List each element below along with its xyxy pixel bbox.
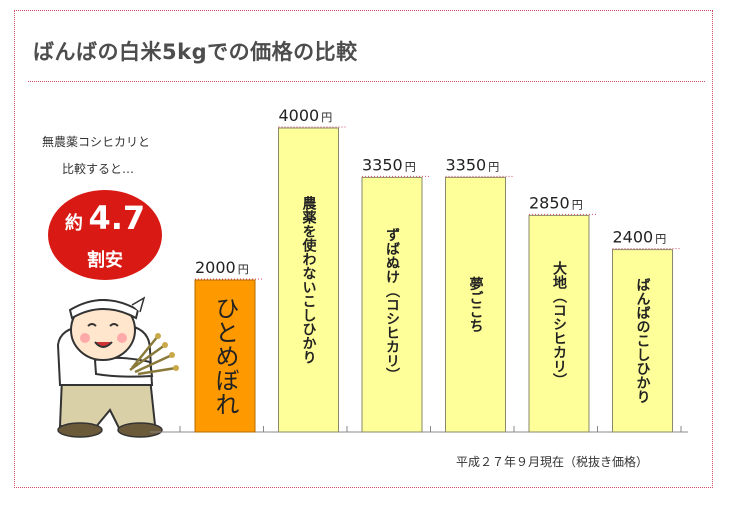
value-label: 4000 円 xyxy=(279,106,333,125)
bar-4 xyxy=(528,214,590,433)
value-label: 2000 円 xyxy=(195,258,249,277)
category-label: ずばぬけ（コシヒカリ） xyxy=(384,228,401,382)
bar-0 xyxy=(194,279,256,433)
badge-prefix: 約 xyxy=(64,213,83,234)
chart-title: ばんばの白米5kgでの価格の比較 xyxy=(33,40,358,64)
bar-2 xyxy=(361,176,423,433)
category-label: 大地（コシヒカリ） xyxy=(551,260,568,387)
value-label: 2850 円 xyxy=(529,193,583,212)
bar-3 xyxy=(445,176,506,433)
farmer-mascot-icon xyxy=(56,296,179,438)
footnote: 平成２７年９月現在（税抜き価格） xyxy=(456,455,649,469)
category-label: ひとめぼれ xyxy=(211,296,239,416)
badge-suffix: 割安 xyxy=(87,250,123,271)
chart-frame xyxy=(14,10,713,488)
category-label: 農薬を使わないこしひかり xyxy=(301,195,318,364)
value-label: 2400 円 xyxy=(613,228,667,247)
bar-5 xyxy=(612,249,673,433)
discount-badge: 約 4.7 割安 xyxy=(48,190,162,280)
comparison-note-line2: 比較すると… xyxy=(62,162,135,176)
badge-value: 4.7 xyxy=(88,199,146,237)
category-label: 夢ごこち xyxy=(468,276,484,333)
comparison-note-line1: 無農薬コシヒカリと xyxy=(42,135,151,149)
title-divider xyxy=(28,81,705,82)
value-label: 3350 円 xyxy=(362,155,416,174)
category-label: ばんばのこしひかり xyxy=(635,278,651,404)
value-label: 3350 円 xyxy=(446,155,500,174)
bar-1 xyxy=(278,127,339,433)
